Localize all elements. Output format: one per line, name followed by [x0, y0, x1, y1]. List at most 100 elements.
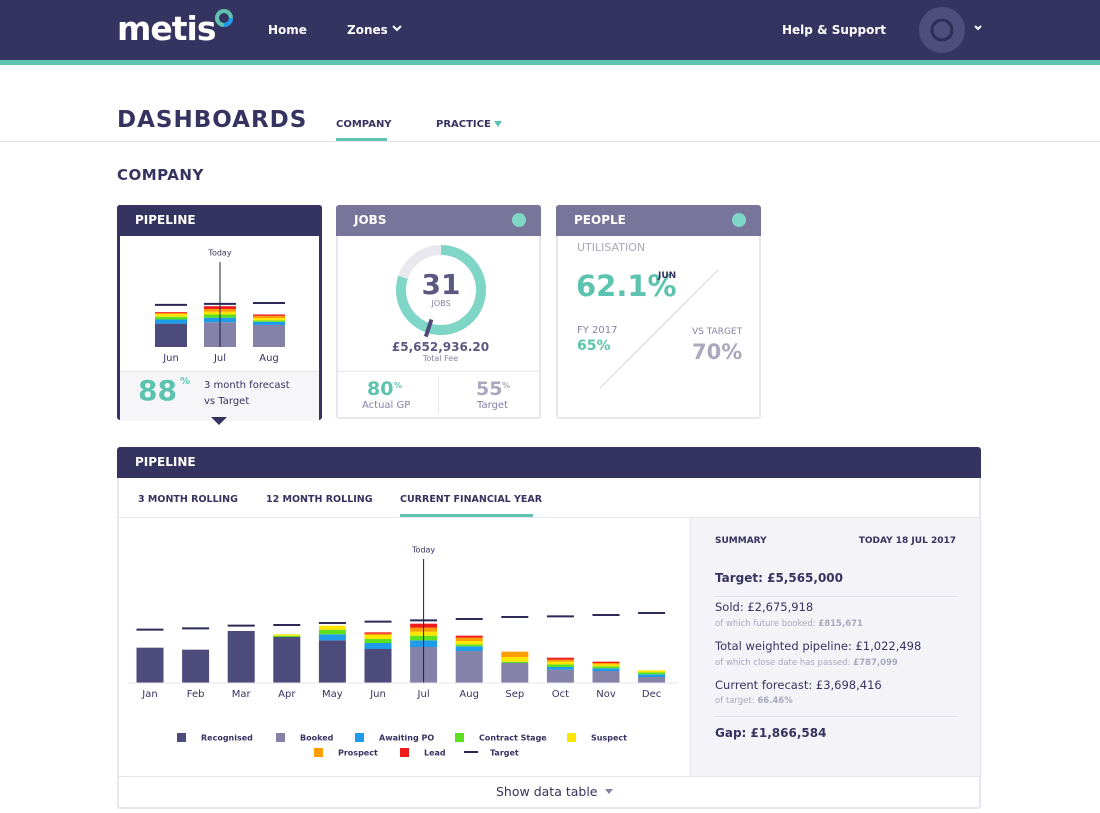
show-table-caret[interactable]: [605, 789, 614, 795]
panel-header: [117, 447, 981, 478]
tab-practice[interactable]: PRACTICE: [436, 119, 491, 130]
panel-tab[interactable]: 12 MONTH ROLLING: [266, 494, 373, 505]
practice-caret[interactable]: [494, 121, 503, 128]
legend-label: Booked: [300, 734, 334, 743]
vs-target-label: VS TARGET: [692, 327, 743, 337]
bar-segment: [455, 641, 483, 645]
forecast-caption: 3 month forecast: [204, 380, 290, 391]
bar-segment: [546, 659, 574, 662]
bar-segment: [182, 649, 210, 683]
bar-segment: [546, 667, 574, 670]
bar-segment: [155, 316, 187, 320]
note-text: of target:: [715, 696, 758, 706]
panel-title: PIPELINE: [135, 455, 196, 469]
bar-segment: [364, 633, 392, 635]
tab-company[interactable]: COMPANY: [336, 119, 392, 130]
summary-panel: [690, 518, 980, 776]
bar-segment: [364, 635, 392, 639]
percent-sign: %: [502, 381, 511, 390]
legend-label: Awaiting PO: [379, 734, 434, 743]
nav-home[interactable]: Home: [268, 23, 307, 37]
jobs-donut: [396, 245, 486, 338]
bar-segment: [253, 321, 285, 325]
logo-ring-accent: [215, 9, 233, 27]
today-label: Today: [207, 249, 231, 258]
bar-segment: [155, 319, 187, 324]
donut-target-marker: [423, 318, 434, 338]
jobs-card[interactable]: [336, 205, 541, 419]
x-tick-label: Oct: [552, 689, 569, 700]
bar-segment: [592, 671, 620, 683]
jobs-fee-label: Total Fee: [422, 354, 459, 363]
footer-divider: [119, 776, 979, 777]
bar-segment: [501, 661, 529, 663]
legend-swatch: [177, 733, 186, 742]
avatar[interactable]: [918, 7, 988, 53]
summary-divider: [715, 716, 957, 717]
x-tick-label: Feb: [187, 689, 205, 700]
legend-swatch: [276, 733, 285, 742]
x-tick-label: Jun: [162, 353, 179, 364]
legend-swatch: [455, 733, 464, 742]
bar-segment: [364, 649, 392, 683]
pipeline-card[interactable]: [117, 205, 322, 421]
bar-segment: [455, 637, 483, 641]
bar-segment: [253, 325, 285, 347]
card-title: PIPELINE: [135, 213, 196, 227]
people-metric: UTILISATION: [577, 241, 646, 254]
bar-segment: [253, 320, 285, 322]
panel-tab[interactable]: 3 MONTH ROLLING: [138, 494, 238, 505]
avatar-caret: [974, 25, 982, 31]
bar-segment: [638, 670, 666, 673]
card-pointer: [211, 417, 227, 425]
logo[interactable]: metis: [117, 9, 216, 48]
summary-target: Target: £5,565,000: [715, 571, 844, 585]
donut-arc: [396, 245, 486, 335]
bar-segment: [155, 314, 187, 317]
bar-segment: [501, 663, 529, 683]
legend-label: Lead: [424, 749, 446, 758]
bar-segment: [501, 651, 529, 657]
diagonal: [599, 269, 719, 389]
caret: [392, 25, 402, 32]
bar-segment: [155, 312, 187, 314]
percent-sign: %: [394, 381, 403, 390]
forecast-value: 88: [138, 374, 177, 407]
bar-segment: [546, 669, 574, 683]
summary-gap: Gap: £1,866,584: [715, 726, 827, 740]
card-header: [556, 205, 761, 236]
legend-label: Contract Stage: [479, 734, 547, 743]
note-value: 66.46%: [757, 696, 793, 706]
bar-segment: [455, 635, 483, 638]
bar-segment: [638, 672, 666, 675]
bar-segment: [592, 664, 620, 667]
today-label: Today: [411, 546, 435, 555]
panel-tab[interactable]: CURRENT FINANCIAL YEAR: [400, 494, 543, 505]
summary-pipeline: Total weighted pipeline: £1,022,498: [715, 639, 922, 653]
bar-segment: [318, 640, 346, 683]
logo-mark: [215, 9, 233, 27]
zones-caret[interactable]: [392, 25, 402, 33]
bar-segment: [364, 643, 392, 649]
jobs-count-label: JOBS: [431, 299, 451, 308]
bar-segment: [273, 635, 301, 637]
fy-value: 65%: [577, 338, 611, 354]
summary-date: TODAY 18 JUL 2017: [858, 536, 956, 546]
x-tick-label: Mar: [232, 689, 252, 700]
gp-value: 80: [367, 378, 394, 400]
nav-help[interactable]: Help & Support: [782, 23, 886, 37]
legend-swatch: [314, 748, 323, 757]
bar-segment: [455, 646, 483, 651]
vs-target-value: 70%: [692, 340, 743, 364]
people-card[interactable]: [556, 205, 761, 419]
bar-segment: [253, 314, 285, 316]
x-tick-label: Jul: [417, 689, 430, 700]
legend-swatch: [567, 733, 576, 742]
show-data-table[interactable]: Show data table: [496, 784, 598, 799]
tabs-divider: [119, 517, 979, 518]
tab-underline: [400, 514, 533, 517]
bar-segment: [592, 661, 620, 663]
avatar-circle: [919, 7, 965, 53]
nav-zones[interactable]: Zones: [347, 23, 388, 37]
